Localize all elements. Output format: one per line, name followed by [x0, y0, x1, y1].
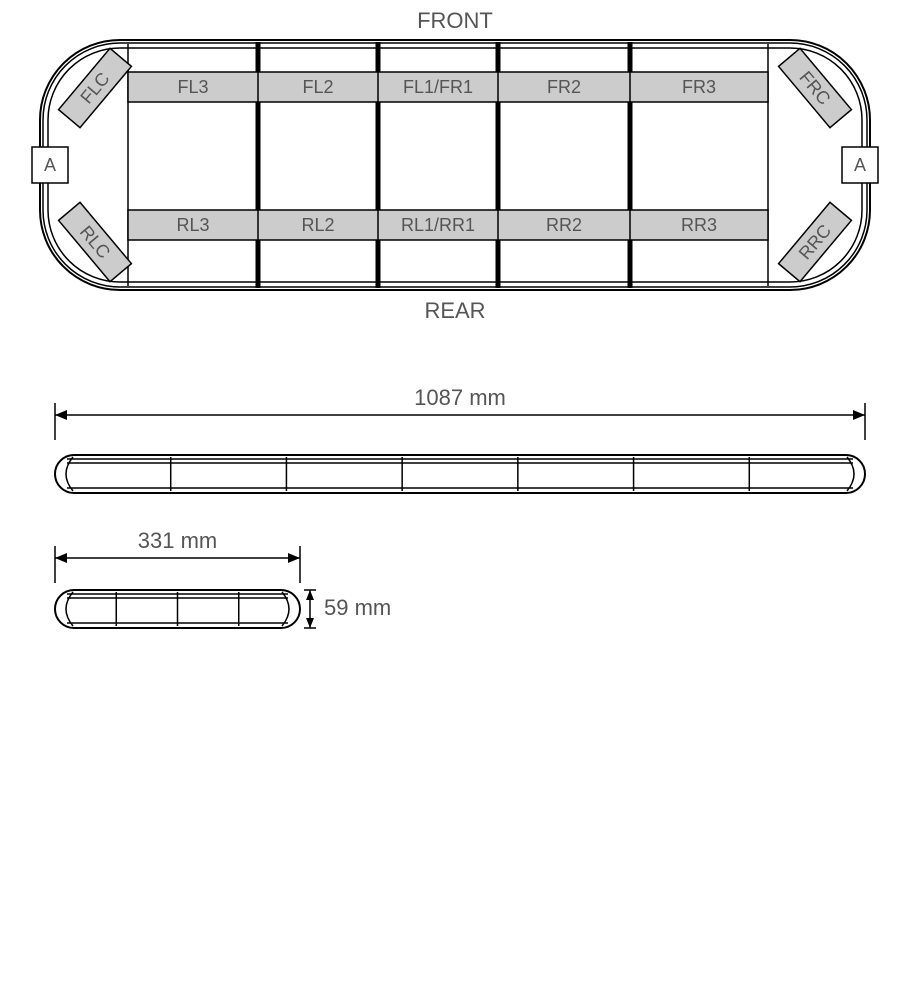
length-dim: 1087 mm: [414, 385, 506, 410]
rear-module-label: RR3: [681, 215, 717, 235]
rear-module-label: RL2: [301, 215, 334, 235]
width-dim: 331 mm: [138, 528, 217, 553]
diagram-canvas: FRONT REAR FL3 FL2 FL1/FR1 FR2 FR3 RL3 RL2 RL1/RR…: [0, 0, 910, 1000]
rear-module-label: RL1/RR1: [401, 215, 475, 235]
front-module-label: FR3: [682, 77, 716, 97]
rear-module-label: RL3: [176, 215, 209, 235]
side-a-left-label: A: [44, 155, 56, 175]
corner-rlc: RLC: [59, 202, 132, 281]
front-module-label: FL1/FR1: [403, 77, 473, 97]
front-module-label: FL2: [302, 77, 333, 97]
rear-label: REAR: [424, 298, 485, 323]
rear-module-label: RR2: [546, 215, 582, 235]
side-a-right-label: A: [854, 155, 866, 175]
front-module-label: FR2: [547, 77, 581, 97]
corner-frc: FRC: [779, 48, 852, 127]
height-dim: 59 mm: [324, 595, 391, 620]
corner-flc: FLC: [59, 48, 132, 127]
front-label: FRONT: [417, 8, 493, 33]
front-module-label: FL3: [177, 77, 208, 97]
corner-rrc: RRC: [779, 202, 852, 281]
